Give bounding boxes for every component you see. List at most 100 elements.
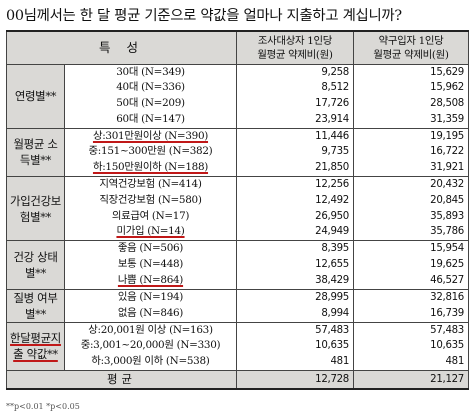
row-value-2: 35,786 xyxy=(353,224,469,242)
header-characteristic: 특 성 xyxy=(6,30,237,65)
group-spending: 한달평균지출 약값** xyxy=(6,322,65,372)
header-col1-line1: 조사대상자 1인당 xyxy=(257,34,333,47)
row-value-2: 10,635 xyxy=(353,338,469,355)
table-row: 하:150만원이하 (N=188) 21,850 31,921 xyxy=(7,160,469,178)
row-value-2: 20,432 xyxy=(353,176,469,193)
row-value-1: 12,655 xyxy=(236,257,354,273)
row-label: 미가입 (N=14) xyxy=(64,224,237,242)
header-row: 특 성 조사대상자 1인당 월평균 약제비(원) 약구입자 1인당 월평균 약제비(… xyxy=(6,30,469,65)
row-value-1: 9,735 xyxy=(236,144,354,161)
row-value-1: 28,995 xyxy=(236,289,354,306)
row-label: 직장건강보험 (N=580) xyxy=(64,192,237,209)
row-value-2: 31,921 xyxy=(353,160,469,178)
row-value-2: 15,962 xyxy=(353,80,469,97)
row-value-1: 12,256 xyxy=(236,176,354,193)
group-insurance: 가입건강보험별** xyxy=(6,176,65,242)
row-label: 없음 (N=846) xyxy=(64,305,237,323)
row-value-2: 20,845 xyxy=(353,192,469,209)
row-label: 상:301만원이상 (N=390) xyxy=(64,128,237,145)
row-label: 의료급여 (N=17) xyxy=(64,208,237,225)
row-value-1: 38,429 xyxy=(236,272,354,290)
row-value-1: 21,850 xyxy=(236,160,354,178)
row-label: 하:150만원이하 (N=188) xyxy=(64,160,237,178)
row-value-2: 31,359 xyxy=(353,111,469,129)
header-col2-line2: 월평균 약제비(원) xyxy=(373,48,449,61)
row-label: 중:3,001~20,000원 (N=330) xyxy=(64,338,237,355)
group-age: 연령별** xyxy=(6,64,65,129)
row-value-2: 46,527 xyxy=(353,272,469,290)
row-value-2: 28,508 xyxy=(353,96,469,112)
row-value-1: 12,492 xyxy=(236,192,354,209)
row-label: 지역건강보험 (N=414) xyxy=(64,176,237,193)
table-row: 가입건강보험별** 지역건강보험 (N=414) 12,256 20,432 xyxy=(6,176,469,242)
table-row: 직장건강보험 (N=580) 12,492 20,845 xyxy=(7,192,469,209)
row-value-1: 11,446 xyxy=(236,128,354,145)
row-value-1: 24,949 xyxy=(236,224,354,242)
table-row: 미가입 (N=14) 24,949 35,786 xyxy=(7,224,469,242)
header-col1: 조사대상자 1인당 월평균 약제비(원) xyxy=(236,30,354,65)
average-value-2: 21,127 xyxy=(353,370,469,391)
row-label-text: 나쁨 (N=864) xyxy=(117,273,184,286)
row-label-text: 하:150만원이하 (N=188) xyxy=(92,161,209,174)
row-value-1: 57,483 xyxy=(236,322,354,339)
row-label: 상:20,001원 이상 (N=163) xyxy=(64,322,237,339)
average-label: 평균 xyxy=(6,370,237,391)
table-row: 건강 상태별** 좋음 (N=506) 8,395 15,954 xyxy=(6,240,469,290)
table-row: 나쁨 (N=864) 38,429 46,527 xyxy=(7,272,469,290)
row-value-2: 32,816 xyxy=(353,289,469,306)
row-value-1: 10,635 xyxy=(236,338,354,355)
header-col1-line2: 월평균 약제비(원) xyxy=(257,48,333,61)
row-label: 있음 (N=194) xyxy=(64,289,237,306)
drug-cost-table: 특 성 조사대상자 1인당 월평균 약제비(원) 약구입자 1인당 월평균 약제비(… xyxy=(6,30,469,391)
row-label: 하:3,000원 이하 (N=538) xyxy=(64,354,237,372)
row-value-2: 15,629 xyxy=(353,64,469,81)
row-value-1: 9,258 xyxy=(236,64,354,81)
table-row: 50대 (N=209) 17,726 28,508 xyxy=(7,96,469,112)
header-col2-line1: 약구입자 1인당 xyxy=(378,34,444,47)
row-label: 보통 (N=448) xyxy=(64,257,237,273)
row-value-2: 481 xyxy=(353,354,469,372)
row-value-2: 35,893 xyxy=(353,208,469,225)
row-value-1: 481 xyxy=(236,354,354,372)
row-value-1: 8,395 xyxy=(236,240,354,258)
row-value-2: 16,739 xyxy=(353,305,469,323)
row-label-text: 상:301만원이상 (N=390) xyxy=(92,129,209,142)
table-row: 40대 (N=336) 8,512 15,962 xyxy=(7,80,469,97)
row-label: 60대 (N=147) xyxy=(64,111,237,129)
row-value-1: 23,914 xyxy=(236,111,354,129)
row-value-1: 8,994 xyxy=(236,305,354,323)
group-income: 월평균 소득별** xyxy=(6,128,65,178)
header-col2: 약구입자 1인당 월평균 약제비(원) xyxy=(353,30,469,65)
table-row: 보통 (N=448) 12,655 19,625 xyxy=(7,257,469,273)
row-value-1: 26,950 xyxy=(236,208,354,225)
group-disease: 질병 여부별** xyxy=(6,289,65,323)
row-value-2: 57,483 xyxy=(353,322,469,339)
row-value-1: 17,726 xyxy=(236,96,354,112)
question-title: 00님께서는 한 달 평균 기준으로 약값을 얼마나 지출하고 계십니까? xyxy=(6,8,402,24)
table-row: 한달평균지출 약값** 상:20,001원 이상 (N=163) 57,483 … xyxy=(6,322,469,372)
footnote: **p<0.01 *p<0.05 xyxy=(6,403,80,411)
group-spending-label: 한달평균지출 약값** xyxy=(10,331,61,362)
row-label: 중:151~300만원 (N=382) xyxy=(64,144,237,161)
table-row: 질병 여부별** 있음 (N=194) 28,995 32,816 xyxy=(6,289,469,323)
table-row: 연령별** 30대 (N=349) 9,258 15,629 xyxy=(6,64,469,129)
average-row: 평균 12,728 21,127 xyxy=(6,370,469,391)
table-row: 의료급여 (N=17) 26,950 35,893 xyxy=(7,208,469,225)
table-row: 월평균 소득별** 상:301만원이상 (N=390) 11,446 19,19… xyxy=(6,128,469,178)
row-label: 30대 (N=349) xyxy=(64,64,237,81)
row-value-2: 19,195 xyxy=(353,128,469,145)
row-label: 나쁨 (N=864) xyxy=(64,272,237,290)
table-row: 중:151~300만원 (N=382) 9,735 16,722 xyxy=(7,144,469,161)
row-label: 50대 (N=209) xyxy=(64,96,237,112)
table-row: 60대 (N=147) 23,914 31,359 xyxy=(7,111,469,129)
average-value-1: 12,728 xyxy=(236,370,354,391)
row-label: 좋음 (N=506) xyxy=(64,240,237,258)
row-value-2: 16,722 xyxy=(353,144,469,161)
table-row: 하:3,000원 이하 (N=538) 481 481 xyxy=(7,354,469,372)
table-row: 없음 (N=846) 8,994 16,739 xyxy=(7,305,469,323)
row-value-2: 19,625 xyxy=(353,257,469,273)
row-label-text: 미가입 (N=14) xyxy=(116,225,185,238)
row-value-1: 8,512 xyxy=(236,80,354,97)
table-row: 중:3,001~20,000원 (N=330) 10,635 10,635 xyxy=(7,338,469,355)
